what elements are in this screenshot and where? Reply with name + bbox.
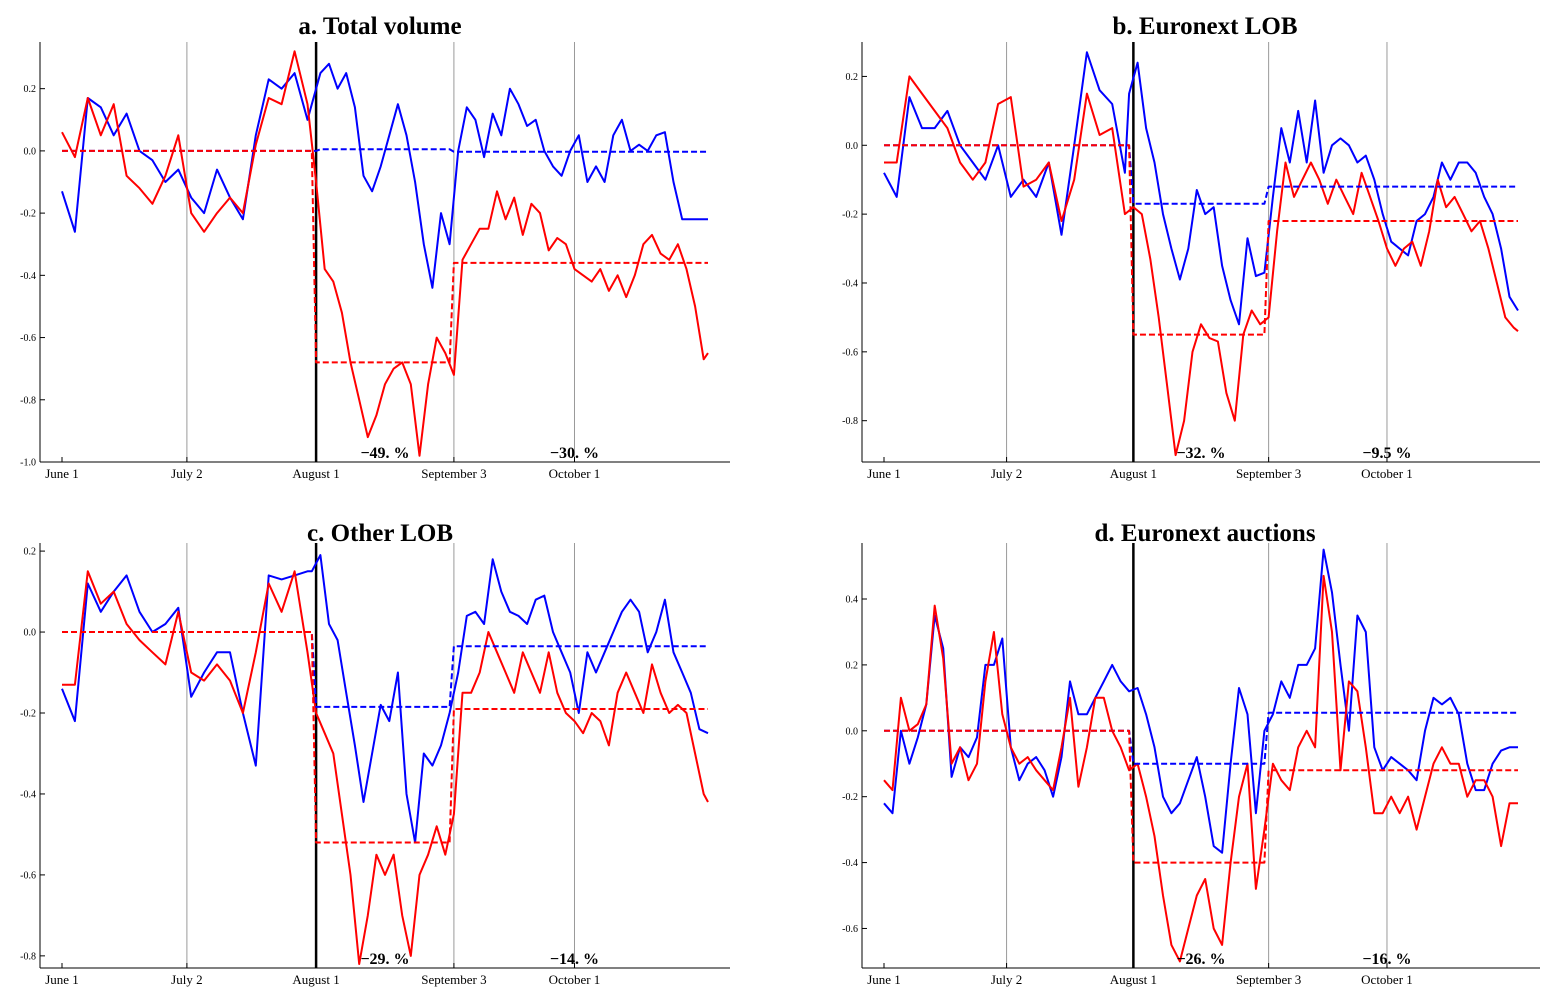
y-tick-label: 0.0 bbox=[846, 726, 859, 737]
y-tick-label: 0.0 bbox=[24, 628, 37, 639]
y-tick-label: -0.8 bbox=[20, 395, 36, 406]
x-tick-label: July 2 bbox=[171, 466, 202, 481]
blue-dashed-series-line bbox=[62, 631, 708, 708]
panel-euronext-lob: -0.8 -0.6 -0.4 -0.2 0.0 0.2 June 1 July 2 August… bbox=[842, 13, 1540, 481]
y-tick-label: 0.2 bbox=[24, 84, 37, 95]
y-tick-label: -0.2 bbox=[20, 209, 36, 220]
x-tick-label: July 2 bbox=[991, 972, 1022, 987]
x-tick-label: October 1 bbox=[549, 466, 601, 481]
y-tick-label: 0.0 bbox=[846, 141, 859, 152]
blue-solid-series-line bbox=[883, 548, 1518, 854]
red-dashed-series-line bbox=[884, 144, 1518, 336]
x-tick-label: August 1 bbox=[292, 972, 339, 987]
y-tick-label: -0.2 bbox=[842, 210, 858, 221]
percentage-annotation: −29. % bbox=[360, 951, 409, 968]
x-tick-label: June 1 bbox=[45, 972, 79, 987]
panel-euronext-auctions: -0.6 -0.4 -0.2 0.0 0.2 0.4 June 1 July 2 August … bbox=[842, 520, 1540, 987]
red-solid-series-line bbox=[884, 75, 1519, 457]
x-tick-label: September 3 bbox=[421, 466, 486, 481]
panel-total-volume: -1.0 -0.8 -0.6 -0.4 -0.2 0.0 0.2 June 1 July 2 Au… bbox=[20, 13, 730, 481]
red-solid-series-line bbox=[883, 574, 1518, 963]
percentage-annotation: −14. % bbox=[550, 951, 599, 968]
x-tick-label: October 1 bbox=[549, 972, 601, 987]
x-tick-label: July 2 bbox=[991, 466, 1022, 481]
y-tick-label: 0.4 bbox=[846, 595, 859, 606]
y-tick-label: 0.2 bbox=[846, 660, 859, 671]
y-tick-label: -0.4 bbox=[842, 858, 858, 869]
x-tick-label: August 1 bbox=[1110, 466, 1157, 481]
y-tick-label: 0.2 bbox=[846, 72, 859, 83]
percentage-annotation: −49. % bbox=[360, 445, 409, 462]
panel-title: d. Euronext auctions bbox=[1094, 520, 1315, 547]
y-tick-label: -0.6 bbox=[20, 870, 36, 881]
blue-solid-series-line bbox=[61, 554, 709, 844]
x-tick-label: June 1 bbox=[867, 466, 901, 481]
y-tick-label: -0.4 bbox=[20, 789, 36, 800]
x-tick-label: August 1 bbox=[1110, 972, 1157, 987]
y-tick-label: -1.0 bbox=[20, 458, 36, 469]
percentage-annotation: −9.5 % bbox=[1362, 445, 1411, 462]
x-tick-label: July 2 bbox=[171, 972, 202, 987]
red-solid-series-line bbox=[61, 50, 709, 457]
red-dashed-series-line bbox=[884, 729, 1518, 864]
percentage-annotation: −26. % bbox=[1176, 951, 1225, 968]
x-tick-label: August 1 bbox=[292, 466, 339, 481]
x-tick-label: September 3 bbox=[1236, 972, 1301, 987]
red-dashed-series-line bbox=[62, 631, 708, 844]
y-tick-label: -0.8 bbox=[20, 951, 36, 962]
y-tick-label: -0.4 bbox=[20, 271, 36, 282]
blue-dashed-series-line bbox=[884, 711, 1518, 765]
y-tick-label: -0.6 bbox=[842, 347, 858, 358]
y-tick-label: -0.2 bbox=[20, 709, 36, 720]
percentage-annotation: −30. % bbox=[550, 445, 599, 462]
y-tick-label: -0.8 bbox=[842, 416, 858, 427]
panel-title: a. Total volume bbox=[298, 13, 461, 40]
red-dashed-series-line bbox=[62, 149, 708, 364]
x-tick-label: June 1 bbox=[867, 972, 901, 987]
y-tick-label: -0.4 bbox=[842, 278, 858, 289]
y-tick-label: -0.6 bbox=[20, 333, 36, 344]
x-tick-label: June 1 bbox=[45, 466, 79, 481]
x-tick-label: September 3 bbox=[421, 972, 486, 987]
x-tick-label: October 1 bbox=[1361, 466, 1413, 481]
blue-solid-series-line bbox=[61, 62, 708, 289]
red-solid-series-line bbox=[62, 570, 709, 965]
y-tick-label: -0.2 bbox=[842, 792, 858, 803]
x-tick-label: October 1 bbox=[1361, 972, 1413, 987]
x-tick-label: September 3 bbox=[1236, 466, 1301, 481]
blue-solid-series-line bbox=[883, 51, 1519, 326]
blue-dashed-series-line bbox=[884, 144, 1518, 205]
percentage-annotation: −16. % bbox=[1362, 951, 1411, 968]
y-tick-label: 0.2 bbox=[24, 547, 37, 558]
panel-title: c. Other LOB bbox=[307, 520, 453, 547]
percentage-annotation: −32. % bbox=[1176, 445, 1225, 462]
panel-other-lob: -0.8 -0.6 -0.4 -0.2 0.0 0.2 June 1 July 2 August… bbox=[20, 520, 730, 987]
y-tick-label: -0.6 bbox=[842, 924, 858, 935]
panel-title: b. Euronext LOB bbox=[1113, 13, 1298, 40]
y-tick-label: 0.0 bbox=[24, 146, 37, 157]
